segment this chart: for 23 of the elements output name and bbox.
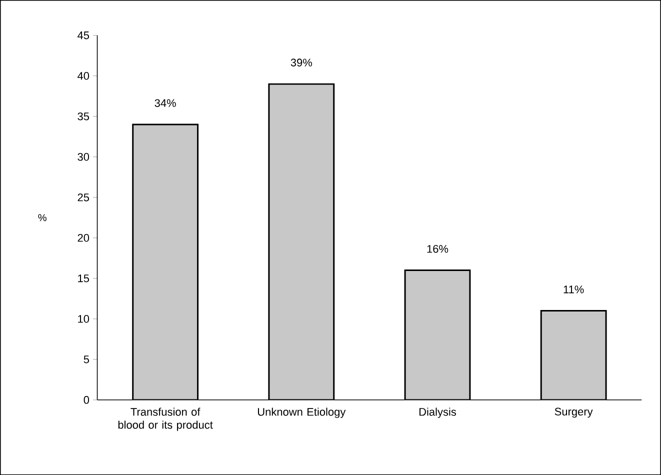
bar <box>540 310 607 400</box>
y-axis-title: % <box>38 214 46 222</box>
y-tick-label: 40 <box>78 72 90 80</box>
x-tick-label: Dialysis <box>419 408 456 418</box>
data-label: 39% <box>290 58 312 66</box>
y-tick-label: 5 <box>84 355 90 364</box>
y-tick-label: 30 <box>78 152 90 161</box>
y-tick-label: 25 <box>78 193 90 202</box>
bar <box>132 124 199 400</box>
y-tick-label: 15 <box>78 274 90 282</box>
x-tick-label: Unknown Etiology <box>258 408 346 418</box>
y-tick-label: 0 <box>84 396 90 404</box>
data-label: 11% <box>564 286 584 294</box>
y-tick-label: 10 <box>78 314 90 323</box>
bar <box>268 83 335 400</box>
y-tick-label: 35 <box>78 112 90 120</box>
y-tick-label: 20 <box>78 234 90 242</box>
data-label: 16% <box>427 244 448 253</box>
data-label: 34% <box>154 99 176 107</box>
x-tick-label: Surgery <box>554 408 593 418</box>
bar <box>404 269 471 400</box>
y-tick-label: 45 <box>78 31 90 40</box>
x-tick-label: Transfusion of blood or its product <box>118 408 213 431</box>
